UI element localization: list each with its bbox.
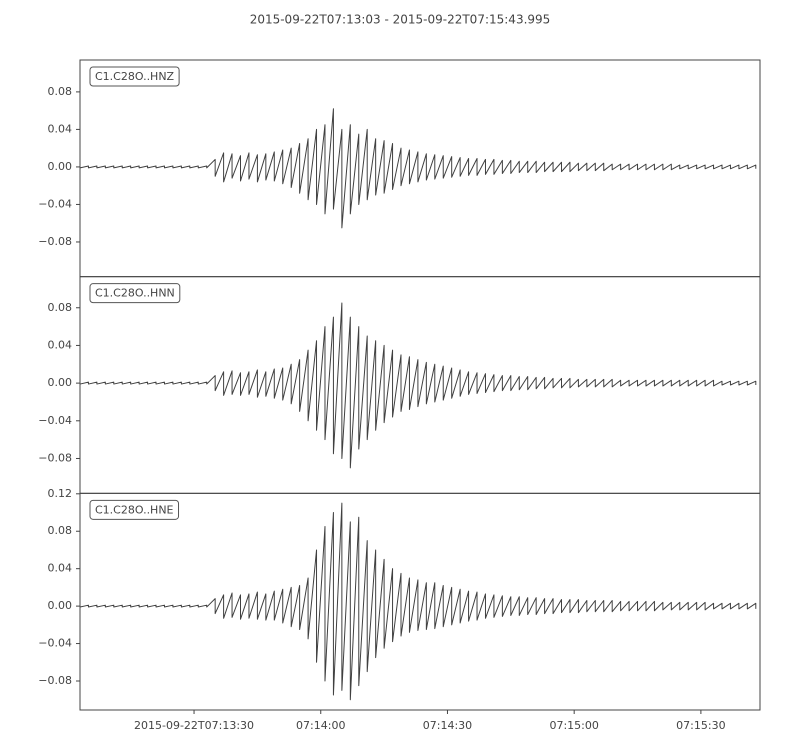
- waveform: [79, 502, 757, 701]
- waveform: [79, 302, 757, 469]
- y-tick-label: −0.08: [38, 451, 72, 464]
- x-tick-label: 07:15:00: [549, 719, 598, 732]
- y-tick-label: 0.00: [48, 599, 73, 612]
- x-tick-label: 07:15:30: [676, 719, 725, 732]
- y-tick-label: 0.08: [48, 85, 73, 98]
- y-tick-label: −0.04: [38, 197, 72, 210]
- trace-label: C1.C28O..HNE: [95, 503, 174, 516]
- panel-frame: [79, 492, 761, 711]
- trace-label-box: [89, 66, 180, 87]
- y-tick-label: 0.04: [48, 338, 73, 351]
- x-tick-label: 07:14:00: [296, 719, 345, 732]
- x-tick-label: 07:14:30: [423, 719, 472, 732]
- waveform: [79, 108, 757, 229]
- y-tick-label: 0.04: [48, 562, 73, 575]
- trace-label-box: [89, 283, 181, 304]
- y-tick-label: 0.00: [48, 376, 73, 389]
- trace-label-box: [89, 499, 180, 520]
- trace-label: C1.C28O..HNN: [95, 287, 175, 300]
- panel-frame: [79, 276, 761, 494]
- y-tick-label: 0.08: [48, 301, 73, 314]
- y-tick-label: 0.00: [48, 160, 73, 173]
- panel-frame: [79, 59, 761, 278]
- y-tick-label: −0.08: [38, 674, 72, 687]
- x-tick-label: 2015-09-22T07:13:30: [134, 719, 254, 732]
- chart-title: 2015-09-22T07:13:03 - 2015-09-22T07:15:4…: [250, 13, 551, 27]
- y-tick-label: −0.04: [38, 637, 72, 650]
- y-tick-label: −0.04: [38, 414, 72, 427]
- y-tick-label: 0.12: [48, 487, 73, 500]
- trace-label: C1.C28O..HNZ: [95, 70, 175, 83]
- y-tick-label: −0.08: [38, 235, 72, 248]
- y-tick-label: 0.04: [48, 122, 73, 135]
- y-tick-label: 0.08: [48, 524, 73, 537]
